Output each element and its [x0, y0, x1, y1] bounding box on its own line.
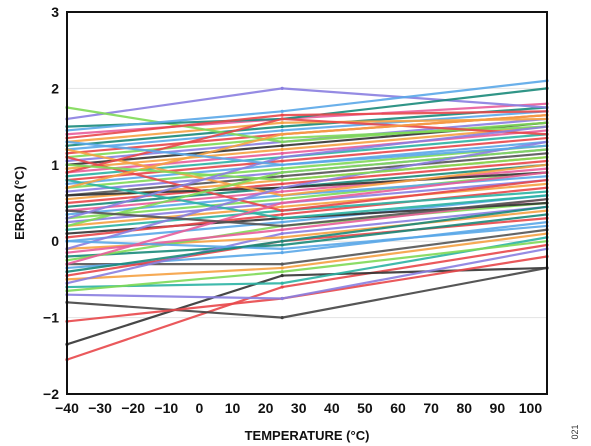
data-point — [280, 247, 284, 251]
data-point — [280, 231, 284, 236]
x-tick-label: 70 — [423, 400, 439, 416]
data-point — [280, 220, 284, 224]
data-point — [280, 167, 284, 171]
y-tick-label: 0 — [51, 233, 59, 249]
figure-id: 021 — [570, 424, 580, 439]
data-point — [280, 159, 284, 163]
data-point — [280, 178, 284, 182]
y-tick-label: 3 — [51, 4, 59, 20]
x-tick-label: 10 — [225, 400, 241, 416]
data-point — [280, 144, 284, 148]
x-tick-label: −40 — [55, 400, 79, 416]
y-axis-ticks: −2 −1 0 1 2 3 — [43, 4, 59, 402]
x-axis-ticks: −40 −30 −20 −10 0 10 20 30 40 50 60 70 80 90 100 — [55, 400, 542, 416]
data-point — [280, 216, 284, 220]
data-point — [280, 270, 284, 274]
plot-frame — [66, 11, 548, 395]
x-tick-label: 20 — [258, 400, 274, 416]
data-point — [280, 205, 284, 209]
x-tick-label: 30 — [291, 400, 307, 416]
data-point — [280, 201, 284, 205]
x-tick-label: −30 — [88, 400, 112, 416]
x-tick-label: −10 — [154, 400, 178, 416]
data-point — [280, 296, 284, 301]
data-point — [280, 186, 284, 190]
data-point — [280, 281, 284, 285]
data-point — [280, 273, 284, 278]
data-point — [280, 182, 284, 186]
x-tick-label: −20 — [121, 400, 145, 416]
data-point — [280, 140, 284, 144]
y-tick-label: −2 — [43, 386, 59, 402]
data-point — [280, 228, 284, 232]
data-point — [280, 316, 284, 320]
data-point — [280, 174, 284, 178]
x-tick-label: 40 — [324, 400, 340, 416]
x-tick-label: 60 — [390, 400, 406, 416]
data-point — [280, 266, 284, 270]
data-point — [280, 109, 284, 113]
data-point — [280, 117, 284, 121]
data-point — [280, 285, 284, 289]
data-point — [280, 251, 284, 255]
data-point — [280, 243, 284, 247]
y-tick-label: 1 — [51, 157, 59, 173]
data-point — [280, 212, 284, 217]
y-tick-label: 2 — [51, 80, 59, 96]
x-tick-label: 100 — [519, 400, 543, 416]
data-point — [280, 151, 284, 155]
data-point — [280, 170, 284, 175]
x-tick-label: 0 — [196, 400, 204, 416]
data-point — [280, 132, 284, 136]
data-point — [280, 125, 284, 129]
x-tick-label: 50 — [357, 400, 373, 416]
y-tick-label: −1 — [43, 310, 59, 326]
data-point — [280, 262, 284, 266]
data-point — [280, 239, 284, 243]
data-point — [280, 128, 284, 133]
data-point — [280, 113, 284, 117]
data-point — [280, 209, 284, 213]
data-point — [280, 193, 284, 197]
data-point — [280, 197, 284, 201]
data-point — [280, 189, 284, 194]
x-tick-label: 90 — [490, 400, 506, 416]
x-axis-label: TEMPERATURE (°C) — [245, 428, 370, 443]
data-point — [280, 155, 284, 159]
data-point — [280, 121, 284, 125]
data-point — [280, 224, 284, 228]
y-axis-label: ERROR (°C) — [12, 166, 27, 240]
data-point — [280, 86, 284, 90]
data-point — [280, 136, 284, 140]
data-point — [280, 147, 284, 152]
data-point — [280, 163, 284, 167]
x-tick-label: 80 — [456, 400, 472, 416]
data-point — [280, 235, 284, 239]
